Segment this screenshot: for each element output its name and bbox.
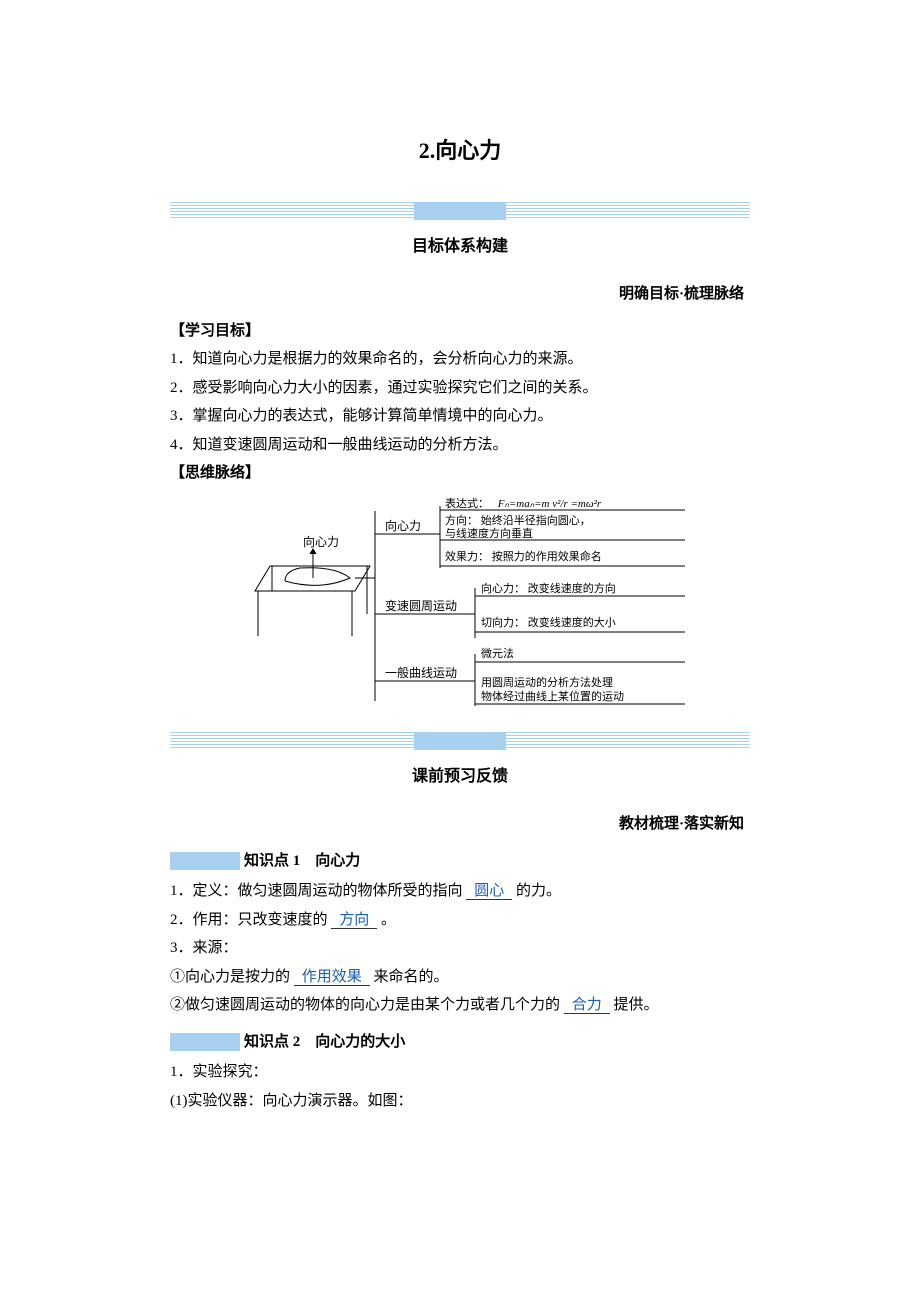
- kp1-p2-post: 。: [381, 912, 396, 928]
- kp1-p1-post: 的力。: [516, 883, 561, 899]
- kp1-p2: 2．作用：只改变速度的 方向 。: [170, 906, 750, 935]
- kp1-p3a-post: 来命名的。: [374, 969, 449, 985]
- goal-item: 1．知道向心力是根据力的效果命名的，会分析向心力的来源。: [170, 345, 750, 374]
- kp1-p3b: ②做匀速圆周运动的物体的向心力是由某个力或者几个力的 合力 提供。: [170, 991, 750, 1020]
- map-heading: 【思维脉络】: [170, 459, 750, 488]
- b3-i0-text: 微元法: [481, 646, 514, 660]
- divider-1: [170, 202, 750, 220]
- section-2-subtitle: 教材梳理·落实新知: [170, 810, 750, 839]
- kp1-p1-blank: 圆心: [466, 883, 512, 900]
- branch1-label: 向心力: [385, 518, 421, 533]
- mind-map-diagram: 向心力 向心力 表达式： Fₙ=maₙ=m v²/r =mω²r 方向： 始终沿…: [170, 496, 750, 716]
- b1-i1-prefix: 方向：: [445, 513, 478, 527]
- kp1-p1: 1．定义：做匀速圆周运动的物体所受的指向 圆心 的力。: [170, 877, 750, 906]
- b1-i1-text2: 与线速度方向垂直: [445, 526, 533, 540]
- kp2-heading: 知识点 2 向心力的大小: [244, 1028, 405, 1057]
- goal-item: 3．掌握向心力的表达式，能够计算简单情境中的向心力。: [170, 402, 750, 431]
- b1-i0-prefix: 表达式：: [445, 496, 489, 510]
- b3-i1-text-l1: 用圆周运动的分析方法处理: [481, 675, 613, 689]
- kp1-p1-pre: 1．定义：做匀速圆周运动的物体所受的指向: [170, 883, 463, 899]
- svg-text:向心力： 改变线速度的方向: 向心力： 改变线速度的方向: [481, 581, 616, 595]
- kp1-heading: 知识点 1 向心力: [244, 847, 360, 876]
- svg-text:方向： 始终沿半径指向圆心，: 方向： 始终沿半径指向圆心，: [445, 513, 591, 527]
- section-2-title: 课前预习反馈: [170, 762, 750, 792]
- svg-text:切向力： 改变线速度的大小: 切向力： 改变线速度的大小: [481, 615, 616, 629]
- kp1-p3b-blank: 合力: [564, 997, 610, 1014]
- svg-text:效果力： 按照力的作用效果命名: 效果力： 按照力的作用效果命名: [445, 549, 602, 563]
- kp2-p2: (1)实验仪器：向心力演示器。如图：: [170, 1087, 750, 1116]
- b1-i2-prefix: 效果力：: [445, 549, 489, 563]
- b1-i0-formula: Fₙ=maₙ=m v²/r =mω²r: [497, 498, 602, 510]
- section-1-title: 目标体系构建: [170, 232, 750, 262]
- kp1-p3a-pre: ①向心力是按力的: [170, 969, 290, 985]
- kp1-p2-pre: 2．作用：只改变速度的: [170, 912, 328, 928]
- goals-heading: 【学习目标】: [170, 317, 750, 346]
- b3-i1-text-l2: 物体经过曲线上某位置的运动: [481, 689, 624, 703]
- goal-item: 2．感受影响向心力大小的因素，通过实验探究它们之间的关系。: [170, 374, 750, 403]
- kp-accent-block: [170, 1033, 240, 1051]
- diagram-root-label: 向心力: [303, 534, 339, 549]
- kp1-heading-row: 知识点 1 向心力: [170, 847, 750, 876]
- kp1-p2-blank: 方向: [331, 912, 377, 929]
- kp1-p3: 3．来源：: [170, 934, 750, 963]
- b2-i0-prefix: 向心力：: [481, 581, 525, 595]
- b2-i1-prefix: 切向力：: [481, 615, 525, 629]
- branch3-label: 一般曲线运动: [385, 665, 457, 680]
- kp1-p3a-blank: 作用效果: [294, 969, 370, 986]
- branch2-label: 变速圆周运动: [385, 598, 457, 613]
- kp-accent-block: [170, 852, 240, 870]
- goal-item: 4．知道变速圆周运动和一般曲线运动的分析方法。: [170, 431, 750, 460]
- page-title: 2.向心力: [170, 130, 750, 172]
- kp1-p3b-pre: ②做匀速圆周运动的物体的向心力是由某个力或者几个力的: [170, 997, 560, 1013]
- kp1-p3a: ①向心力是按力的 作用效果 来命名的。: [170, 963, 750, 992]
- divider-2: [170, 732, 750, 750]
- b2-i0-text: 改变线速度的方向: [528, 581, 616, 595]
- b2-i1-text: 改变线速度的大小: [528, 615, 616, 629]
- b1-i1-text: 始终沿半径指向圆心，: [481, 513, 591, 527]
- kp2-heading-row: 知识点 2 向心力的大小: [170, 1028, 750, 1057]
- section-1-subtitle: 明确目标·梳理脉络: [170, 280, 750, 309]
- kp1-p3b-post: 提供。: [614, 997, 659, 1013]
- b1-i2-text: 按照力的作用效果命名: [492, 549, 602, 563]
- svg-text:表达式： Fₙ=maₙ=m v²/r =mω²r: 表达式： Fₙ=maₙ=m v²/r =mω²r: [445, 496, 602, 510]
- kp2-p1: 1．实验探究：: [170, 1058, 750, 1087]
